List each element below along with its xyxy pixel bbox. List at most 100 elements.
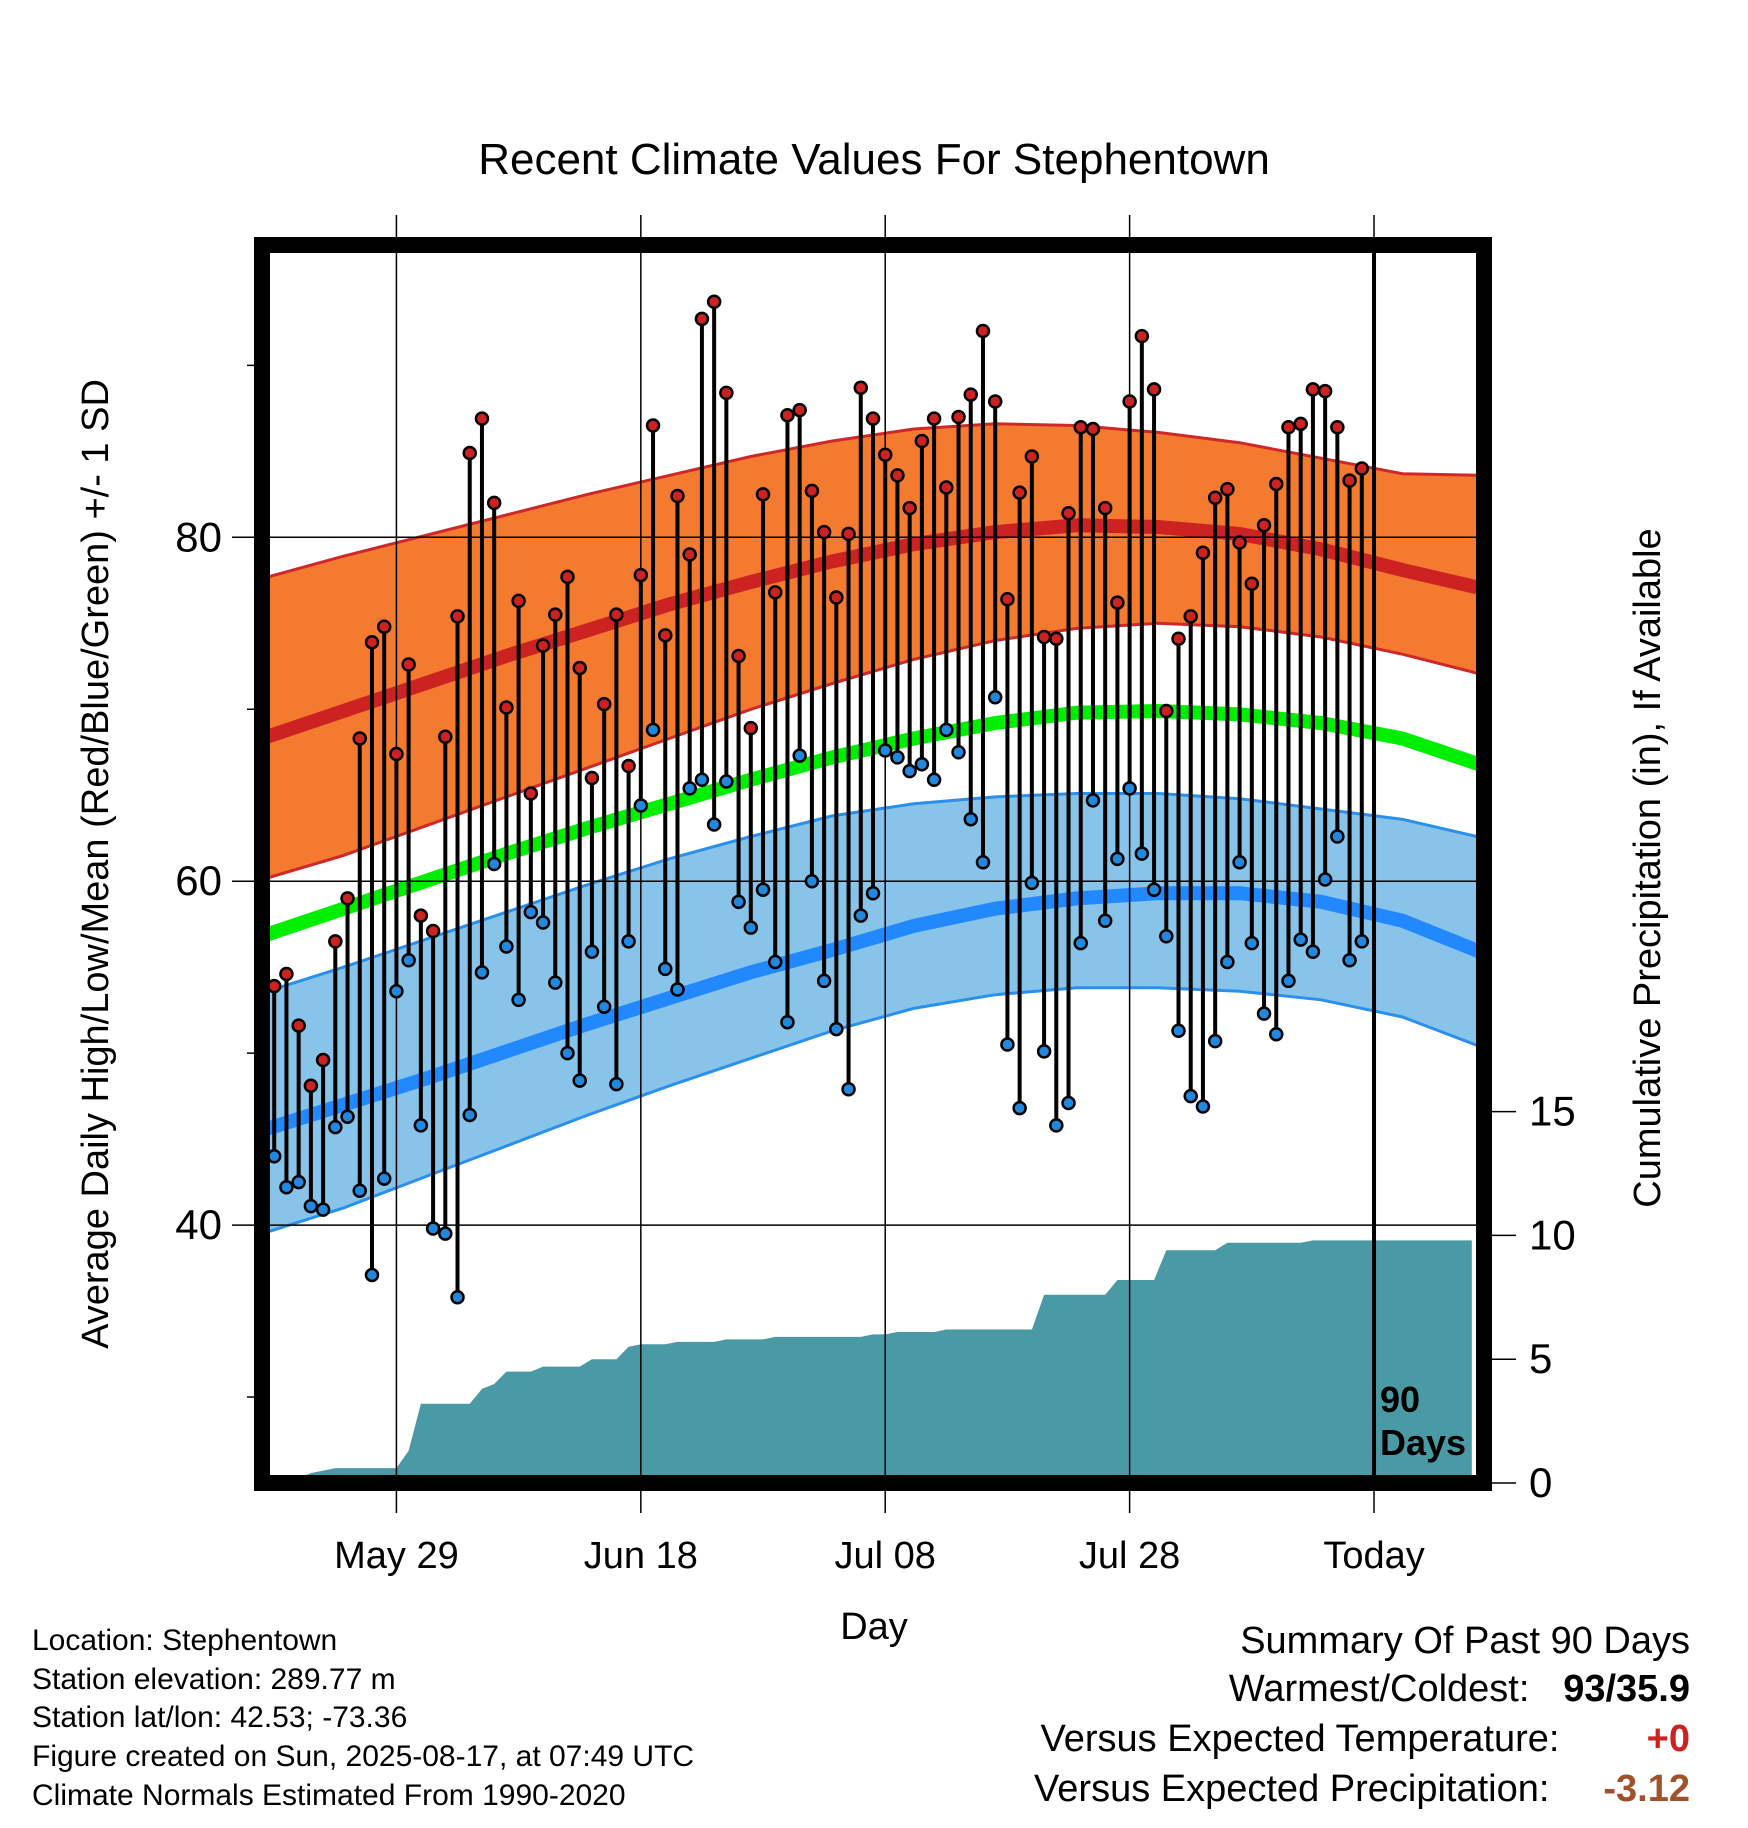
daily-low-point <box>1195 1099 1211 1114</box>
daily-low-point <box>401 953 416 968</box>
daily-low-point <box>951 744 966 760</box>
daily-low-point <box>1085 793 1101 808</box>
summary-precip-label: Versus Expected Precipitation: <box>1034 1768 1550 1810</box>
daily-high-point <box>816 524 832 540</box>
daily-high-point <box>865 411 881 426</box>
daily-low-point <box>425 1221 441 1236</box>
daily-high-point <box>804 483 820 499</box>
daily-high-point <box>1146 382 1162 397</box>
daily-high-point <box>792 402 807 418</box>
axes: May 29 Jun 18 Jul 08 Jul 28 Today 40 60 80 0 5 10 1… <box>175 215 1576 1577</box>
daily-low-point <box>1281 973 1296 989</box>
daily-low-point <box>328 1119 343 1135</box>
daily-low-point <box>755 882 771 898</box>
daily-low-point <box>291 1174 306 1190</box>
daily-high-point <box>1195 545 1211 561</box>
daily-low-point <box>841 1081 856 1097</box>
daily-low-point <box>609 1076 624 1092</box>
daily-low-point <box>450 1290 465 1305</box>
daily-high-point <box>621 758 636 774</box>
daily-low-point <box>548 975 563 990</box>
footer-created: Figure created on Sun, 2025-08-17, at 07… <box>32 1740 695 1773</box>
daily-low-point <box>266 1149 282 1164</box>
daily-low-point <box>572 1073 587 1088</box>
footer-latlon: Station lat/lon: 42.53; -73.36 <box>32 1701 408 1734</box>
daily-high-point <box>1232 535 1247 550</box>
x-tick-label: Jul 08 <box>835 1535 936 1577</box>
daily-low-point <box>1073 935 1088 951</box>
daily-high-point <box>1183 609 1198 624</box>
daily-high-point <box>877 447 893 463</box>
daily-low-point <box>706 817 722 832</box>
y-tick-label: 80 <box>175 513 222 560</box>
daily-high-point <box>401 657 416 672</box>
daily-high-point <box>499 700 514 715</box>
daily-low-point <box>780 1014 795 1030</box>
daily-high-point <box>1354 461 1370 476</box>
daily-high-point <box>694 311 710 327</box>
daily-high-point <box>376 619 392 634</box>
daily-low-point <box>645 722 661 738</box>
daily-low-point <box>376 1171 392 1186</box>
daily-low-point <box>1220 954 1235 970</box>
daily-high-point <box>1159 703 1174 719</box>
daily-low-point <box>279 1180 294 1195</box>
daily-low-point <box>413 1118 429 1133</box>
daily-high-point <box>572 660 587 676</box>
daily-high-point <box>279 966 294 982</box>
daily-low-point <box>523 904 539 920</box>
summary-temp: Versus Expected Temperature: +0 <box>1041 1718 1690 1761</box>
daily-high-point <box>584 770 600 786</box>
daily-low-point <box>1134 846 1150 861</box>
daily-low-point <box>1207 1033 1223 1049</box>
daily-high-point <box>743 720 759 736</box>
daily-high-point <box>340 891 355 906</box>
daily-high-point <box>266 978 282 994</box>
footer-normals: Climate Normals Estimated From 1990-2020 <box>32 1779 626 1812</box>
daily-low-point <box>1097 913 1113 928</box>
daily-low-point <box>1159 928 1174 944</box>
daily-high-point <box>1024 449 1040 464</box>
daily-low-point <box>890 750 905 765</box>
daily-low-point <box>670 982 685 997</box>
daily-high-point <box>780 407 795 423</box>
daily-low-point <box>1049 1118 1064 1133</box>
daily-low-point <box>816 973 832 989</box>
daily-low-point <box>1354 934 1370 949</box>
daily-high-point <box>1281 420 1296 435</box>
daily-low-point <box>1342 953 1357 968</box>
summary-warmest: Warmest/Coldest: 93/35.9 <box>1229 1668 1690 1711</box>
daily-low-point <box>902 763 917 779</box>
daily-low-point <box>1269 1026 1284 1042</box>
daily-low-point <box>1256 1006 1272 1021</box>
daily-high-point <box>645 418 661 433</box>
daily-low-point <box>719 774 734 789</box>
daily-low-point <box>1122 781 1137 796</box>
today-label-line1: 90 <box>1380 1379 1420 1420</box>
daily-low-point <box>1317 872 1333 887</box>
daily-low-point <box>792 748 807 763</box>
daily-high-point <box>1036 629 1052 645</box>
daily-low-point <box>1293 932 1308 947</box>
daily-low-point <box>731 894 746 910</box>
x-axis-label: Day <box>840 1606 908 1648</box>
y-axis-label: Average Daily High/Low/Mean (Red/Blue/Gr… <box>75 379 117 1349</box>
summary-warmest-value: 93/35.9 <box>1563 1668 1690 1710</box>
daily-high-point <box>1134 328 1150 344</box>
daily-high-point <box>926 411 942 426</box>
daily-low-point <box>914 757 930 772</box>
footer-elevation: Station elevation: 289.77 m <box>32 1663 396 1696</box>
summary-precip-value: -3.12 <box>1603 1768 1690 1810</box>
daily-low-point <box>1146 882 1162 898</box>
daily-low-point <box>1000 1037 1015 1052</box>
daily-high-point <box>303 1078 319 1094</box>
daily-high-point <box>670 488 685 504</box>
daily-high-point <box>438 729 453 745</box>
daily-high-point <box>890 468 905 483</box>
daily-low-point <box>340 1109 355 1125</box>
daily-high-point <box>523 786 539 801</box>
y-tick-label: 40 <box>175 1201 222 1248</box>
daily-low-point <box>303 1198 319 1214</box>
daily-high-point <box>706 294 722 309</box>
daily-low-point <box>633 798 649 813</box>
